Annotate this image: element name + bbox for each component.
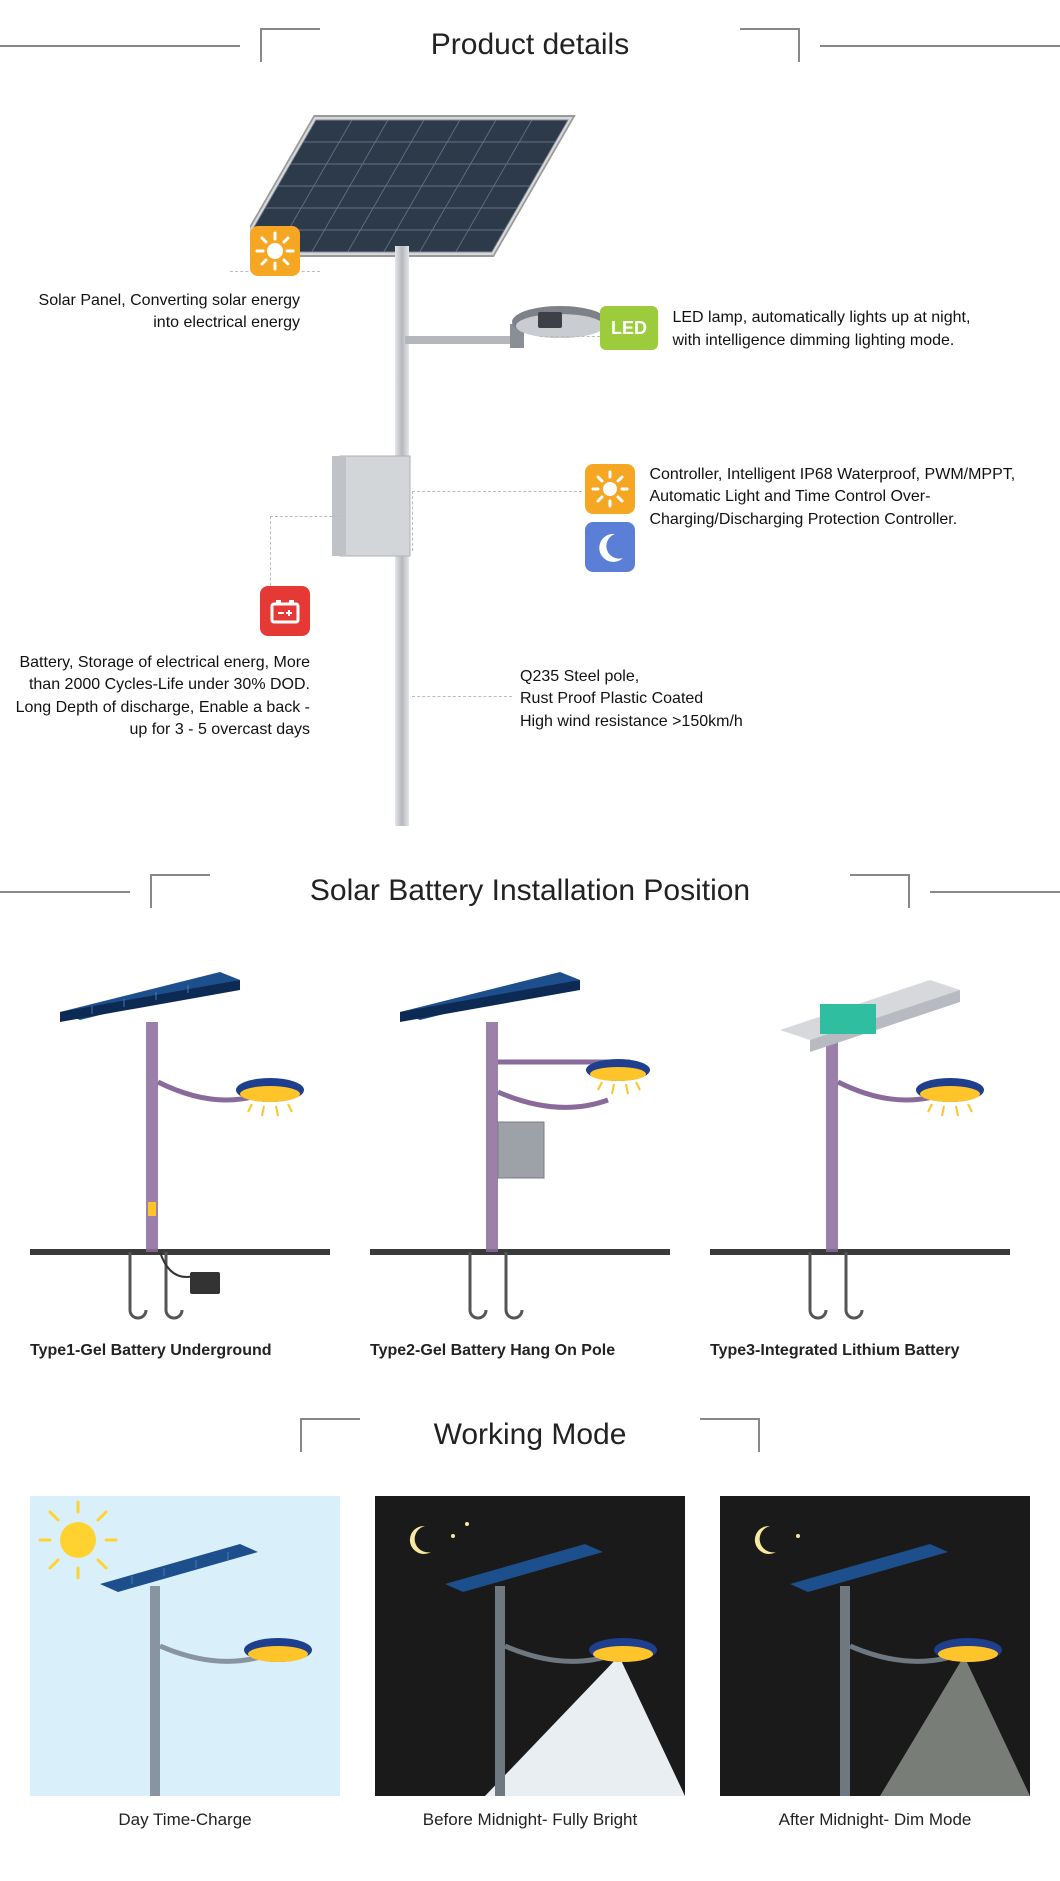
title-product-details: Product details <box>431 28 629 62</box>
battery-icon <box>260 586 310 636</box>
callout-led-text: LED lamp, automatically lights up at nig… <box>672 307 1002 352</box>
callout-battery: Battery, Storage of electrical energ, Mo… <box>10 586 310 742</box>
callout-solar-panel: Solar Panel, Converting solar energy int… <box>30 226 300 335</box>
battery-type-1: Type1-Gel Battery Underground <box>30 952 350 1360</box>
led-badge: LED <box>600 306 658 350</box>
mode-night-dim: After Midnight- Dim Mode <box>720 1496 1030 1830</box>
title-battery-position: Solar Battery Installation Position <box>310 874 750 908</box>
mode-day-illustration <box>30 1496 340 1796</box>
moon-icon <box>585 522 635 572</box>
mode-day: Day Time-Charge <box>30 1496 340 1830</box>
type2-label: Type2-Gel Battery Hang On Pole <box>370 1342 690 1360</box>
header-product-details: Product details <box>0 20 1060 70</box>
working-modes-row: Day Time-Charge Before Midnight- Fully B… <box>0 1486 1060 1850</box>
mode-dim-illustration <box>720 1496 1030 1796</box>
callout-controller-text: Controller, Intelligent IP68 Waterproof,… <box>649 464 1019 531</box>
header-working-mode: Working Mode <box>0 1410 1060 1460</box>
sun-icon <box>250 226 300 276</box>
mode-night-bright: Before Midnight- Fully Bright <box>375 1496 685 1830</box>
type1-illustration <box>30 952 330 1332</box>
type2-illustration <box>370 952 670 1332</box>
mode-dim-label: After Midnight- Dim Mode <box>720 1810 1030 1830</box>
battery-type-3: Type3-Integrated Lithium Battery <box>710 952 1030 1360</box>
product-diagram: Solar Panel, Converting solar energy int… <box>0 96 1060 846</box>
mode-day-label: Day Time-Charge <box>30 1810 340 1830</box>
header-battery-position: Solar Battery Installation Position <box>0 866 1060 916</box>
callout-battery-text: Battery, Storage of electrical energ, Mo… <box>10 652 310 742</box>
callout-solar-panel-text: Solar Panel, Converting solar energy int… <box>30 290 300 335</box>
type3-illustration <box>710 952 1010 1332</box>
battery-type-2: Type2-Gel Battery Hang On Pole <box>370 952 690 1360</box>
mode-bright-illustration <box>375 1496 685 1796</box>
mode-bright-label: Before Midnight- Fully Bright <box>375 1810 685 1830</box>
type3-label: Type3-Integrated Lithium Battery <box>710 1342 1030 1360</box>
sun-small-icon <box>585 464 635 514</box>
type1-label: Type1-Gel Battery Underground <box>30 1342 350 1360</box>
battery-types-row: Type1-Gel Battery Underground <box>0 942 1060 1390</box>
callout-controller: Controller, Intelligent IP68 Waterproof,… <box>585 464 1025 580</box>
callout-led-lamp: LED LED lamp, automatically lights up at… <box>600 306 1010 352</box>
callout-pole: Q235 Steel pole, Rust Proof Plastic Coat… <box>520 666 920 733</box>
title-working-mode: Working Mode <box>434 1418 627 1452</box>
